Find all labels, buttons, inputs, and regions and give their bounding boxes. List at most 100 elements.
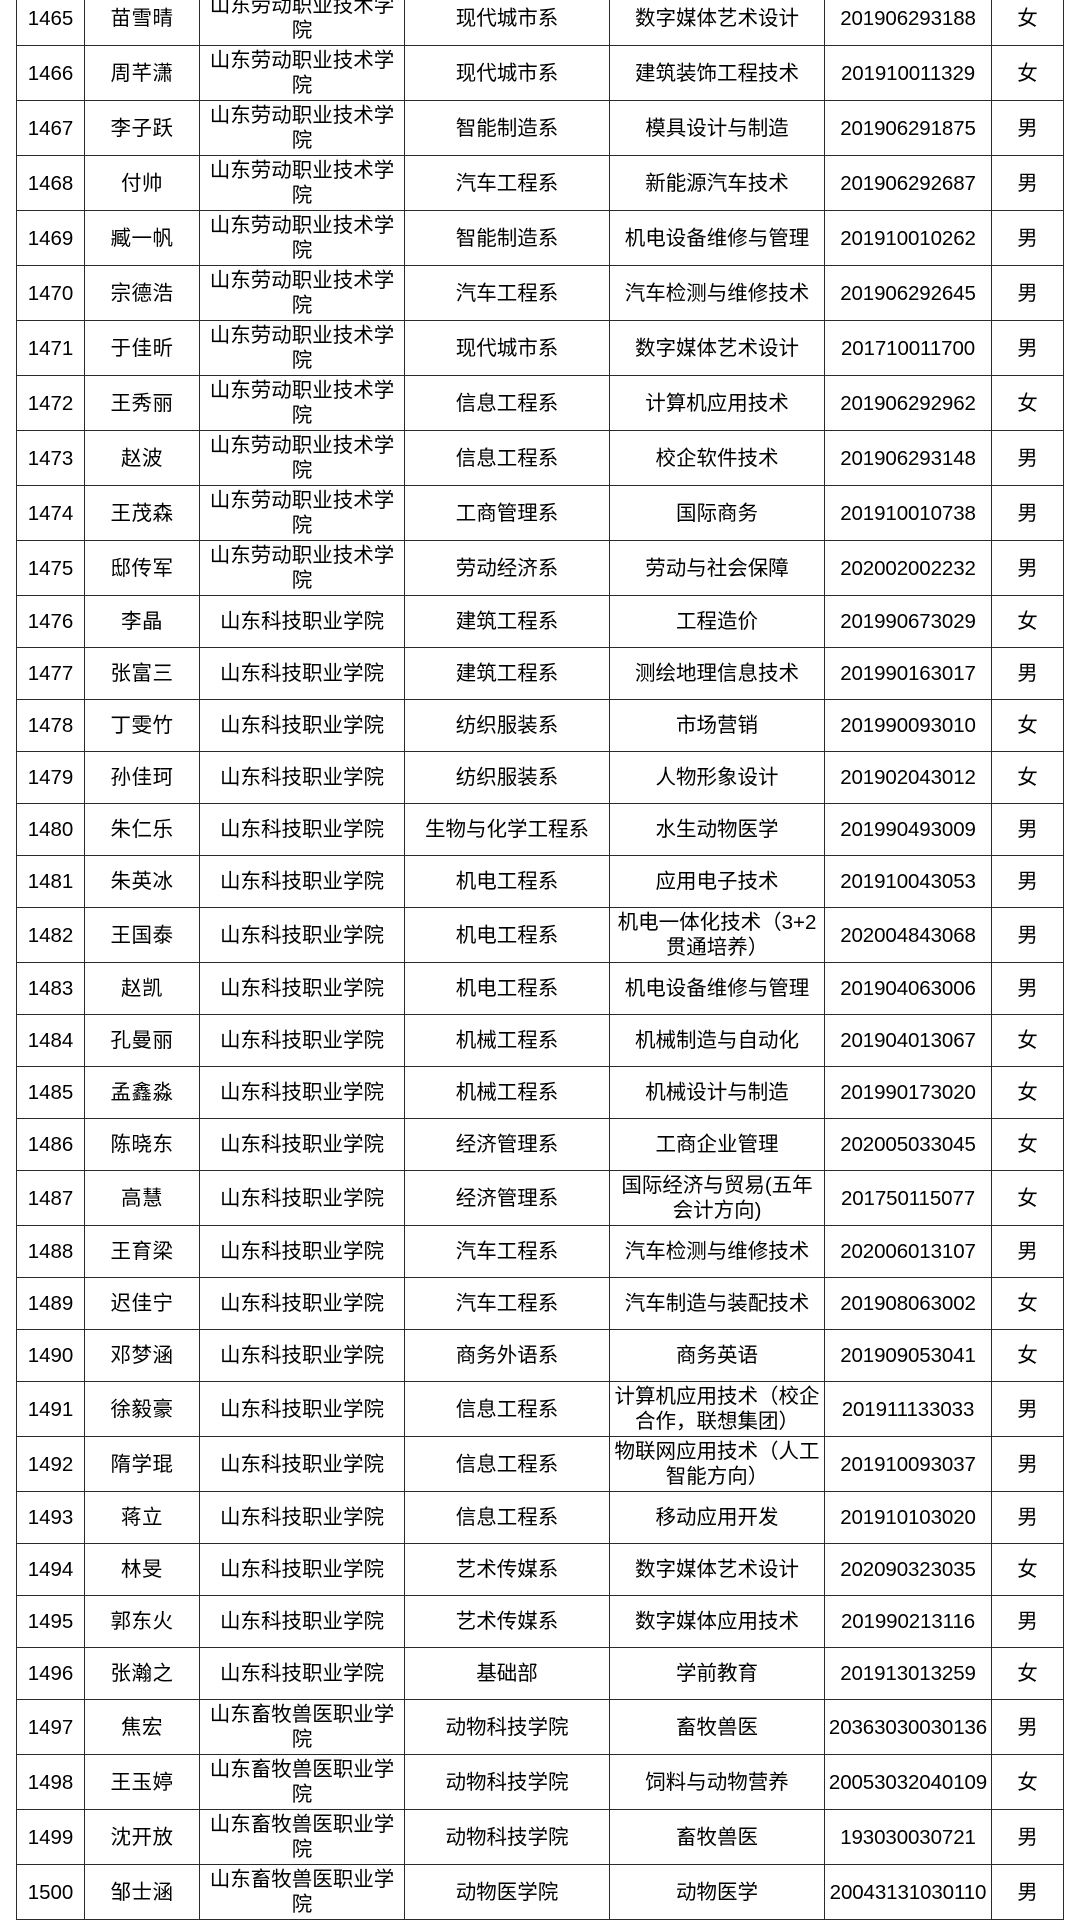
- serial-number-cell: 1493: [16, 1491, 85, 1544]
- major-cell: 计算机应用技术（校企合作，联想集团）: [609, 1381, 825, 1437]
- table-row: 1480 朱仁乐 山东科技职业学院 生物与化学工程系 水生动物医学 20199049300…: [16, 803, 1064, 856]
- major-cell: 新能源汽车技术: [609, 155, 825, 211]
- table-row: 1466 周芊潇 山东劳动职业技术学院 现代城市系 建筑装饰工程技术 2019100113…: [16, 45, 1064, 101]
- student-number-cell: 201906291875: [824, 100, 992, 156]
- major-cell: 工程造价: [609, 595, 825, 648]
- table-row: 1468 付帅 山东劳动职业技术学院 汽车工程系 新能源汽车技术 201906292687…: [16, 155, 1064, 211]
- institution-cell: 山东科技职业学院: [199, 1170, 405, 1226]
- department-cell: 机械工程系: [404, 1014, 610, 1067]
- major-cell: 水生动物医学: [609, 803, 825, 856]
- institution-cell: 山东科技职业学院: [199, 962, 405, 1015]
- institution-cell: 山东科技职业学院: [199, 1066, 405, 1119]
- gender-cell: 男: [991, 100, 1064, 156]
- student-name-cell: 张富三: [84, 647, 200, 700]
- major-cell: 测绘地理信息技术: [609, 647, 825, 700]
- gender-cell: 女: [991, 1118, 1064, 1171]
- gender-cell: 女: [991, 375, 1064, 431]
- student-name-cell: 沈开放: [84, 1809, 200, 1865]
- institution-cell: 山东畜牧兽医职业学院: [199, 1699, 405, 1755]
- institution-cell: 山东科技职业学院: [199, 1329, 405, 1382]
- institution-cell: 山东劳动职业技术学院: [199, 210, 405, 266]
- student-name-cell: 邹士涵: [84, 1864, 200, 1920]
- table-row: 1478 丁雯竹 山东科技职业学院 纺织服装系 市场营销 201990093010 女: [16, 699, 1064, 752]
- major-cell: 汽车制造与装配技术: [609, 1277, 825, 1330]
- institution-cell: 山东劳动职业技术学院: [199, 430, 405, 486]
- major-cell: 国际经济与贸易(五年会计方向): [609, 1170, 825, 1226]
- gender-cell: 男: [991, 320, 1064, 376]
- gender-cell: 女: [991, 1543, 1064, 1596]
- institution-cell: 山东劳动职业技术学院: [199, 540, 405, 596]
- table-row: 1479 孙佳珂 山东科技职业学院 纺织服装系 人物形象设计 201902043012 女: [16, 751, 1064, 804]
- department-cell: 动物科技学院: [404, 1754, 610, 1810]
- table-row: 1472 王秀丽 山东劳动职业技术学院 信息工程系 计算机应用技术 20190629296…: [16, 375, 1064, 431]
- student-name-cell: 孔曼丽: [84, 1014, 200, 1067]
- major-cell: 工商企业管理: [609, 1118, 825, 1171]
- student-number-cell: 201990173020: [824, 1066, 992, 1119]
- gender-cell: 男: [991, 485, 1064, 541]
- institution-cell: 山东劳动职业技术学院: [199, 0, 405, 46]
- institution-cell: 山东科技职业学院: [199, 1277, 405, 1330]
- table-row: 1484 孔曼丽 山东科技职业学院 机械工程系 机械制造与自动化 201904013067…: [16, 1014, 1064, 1067]
- major-cell: 数字媒体应用技术: [609, 1595, 825, 1648]
- student-number-cell: 201990093010: [824, 699, 992, 752]
- department-cell: 汽车工程系: [404, 155, 610, 211]
- major-cell: 计算机应用技术: [609, 375, 825, 431]
- serial-number-cell: 1486: [16, 1118, 85, 1171]
- serial-number-cell: 1485: [16, 1066, 85, 1119]
- institution-cell: 山东科技职业学院: [199, 647, 405, 700]
- gender-cell: 男: [991, 1381, 1064, 1437]
- table-row: 1474 王茂森 山东劳动职业技术学院 工商管理系 国际商务 201910010738 男: [16, 485, 1064, 541]
- student-name-cell: 徐毅豪: [84, 1381, 200, 1437]
- serial-number-cell: 1478: [16, 699, 85, 752]
- student-number-cell: 201904013067: [824, 1014, 992, 1067]
- student-number-cell: 201902043012: [824, 751, 992, 804]
- student-name-cell: 焦宏: [84, 1699, 200, 1755]
- department-cell: 生物与化学工程系: [404, 803, 610, 856]
- student-number-cell: 202004843068: [824, 907, 992, 963]
- institution-cell: 山东科技职业学院: [199, 907, 405, 963]
- major-cell: 汽车检测与维修技术: [609, 265, 825, 321]
- student-name-cell: 高慧: [84, 1170, 200, 1226]
- gender-cell: 男: [991, 1436, 1064, 1492]
- serial-number-cell: 1477: [16, 647, 85, 700]
- department-cell: 艺术传媒系: [404, 1595, 610, 1648]
- student-name-cell: 朱英冰: [84, 855, 200, 908]
- student-name-cell: 陈晓东: [84, 1118, 200, 1171]
- table-row: 1469 臧一帆 山东劳动职业技术学院 智能制造系 机电设备维修与管理 201910010…: [16, 210, 1064, 266]
- major-cell: 移动应用开发: [609, 1491, 825, 1544]
- student-name-cell: 于佳昕: [84, 320, 200, 376]
- table-row: 1490 邓梦涵 山东科技职业学院 商务外语系 商务英语 201909053041 女: [16, 1329, 1064, 1382]
- serial-number-cell: 1500: [16, 1864, 85, 1920]
- student-name-cell: 丁雯竹: [84, 699, 200, 752]
- gender-cell: 女: [991, 1170, 1064, 1226]
- serial-number-cell: 1491: [16, 1381, 85, 1437]
- table-row: 1496 张瀚之 山东科技职业学院 基础部 学前教育 201913013259 女: [16, 1647, 1064, 1700]
- gender-cell: 男: [991, 907, 1064, 963]
- gender-cell: 男: [991, 1809, 1064, 1865]
- major-cell: 模具设计与制造: [609, 100, 825, 156]
- student-name-cell: 赵凯: [84, 962, 200, 1015]
- major-cell: 建筑装饰工程技术: [609, 45, 825, 101]
- department-cell: 劳动经济系: [404, 540, 610, 596]
- student-name-cell: 郭东火: [84, 1595, 200, 1648]
- gender-cell: 男: [991, 1491, 1064, 1544]
- table-row: 1485 孟鑫淼 山东科技职业学院 机械工程系 机械设计与制造 201990173020 女: [16, 1066, 1064, 1119]
- student-name-cell: 王国泰: [84, 907, 200, 963]
- institution-cell: 山东科技职业学院: [199, 1014, 405, 1067]
- student-number-cell: 193030030721: [824, 1809, 992, 1865]
- serial-number-cell: 1481: [16, 855, 85, 908]
- department-cell: 基础部: [404, 1647, 610, 1700]
- department-cell: 机械工程系: [404, 1066, 610, 1119]
- institution-cell: 山东科技职业学院: [199, 1595, 405, 1648]
- serial-number-cell: 1483: [16, 962, 85, 1015]
- student-number-cell: 201750115077: [824, 1170, 992, 1226]
- table-row: 1487 高慧 山东科技职业学院 经济管理系 国际经济与贸易(五年会计方向) 201750…: [16, 1170, 1064, 1226]
- student-name-cell: 邓梦涵: [84, 1329, 200, 1382]
- institution-cell: 山东劳动职业技术学院: [199, 100, 405, 156]
- department-cell: 机电工程系: [404, 962, 610, 1015]
- table-row: 1498 王玉婷 山东畜牧兽医职业学院 动物科技学院 饲料与动物营养 2005303204…: [16, 1754, 1064, 1810]
- roster-table: 1465 苗雪晴 山东劳动职业技术学院 现代城市系 数字媒体艺术设计 2019062931…: [16, 0, 1064, 1920]
- serial-number-cell: 1482: [16, 907, 85, 963]
- institution-cell: 山东劳动职业技术学院: [199, 155, 405, 211]
- major-cell: 机电设备维修与管理: [609, 210, 825, 266]
